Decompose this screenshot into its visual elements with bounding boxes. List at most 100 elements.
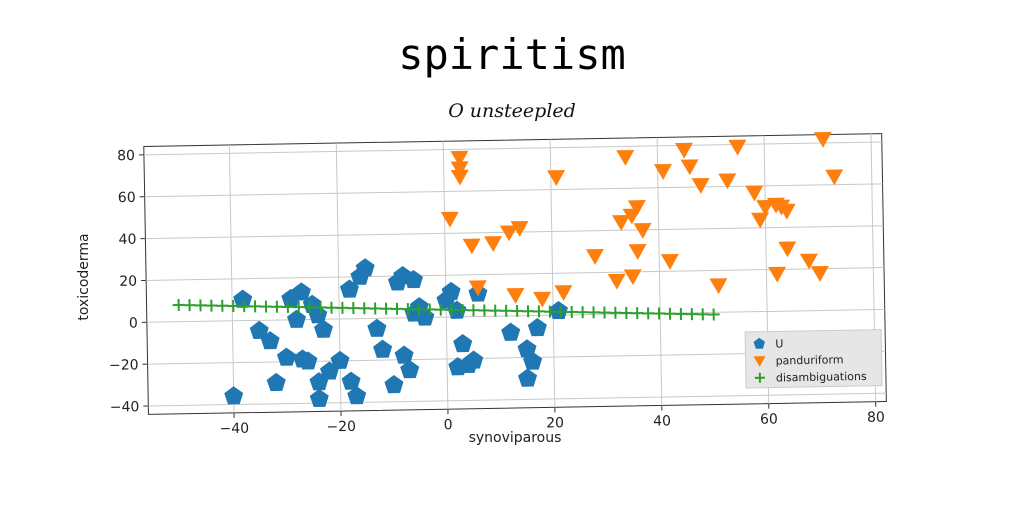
axis-ticks: −40 −20 0 20 40 60 80 −40 −20 0 20 40 60 80 [109,148,885,438]
series-panduriform [440,131,844,308]
data-point [565,305,578,319]
data-point [355,258,375,277]
data-point [813,131,832,148]
data-point [227,299,240,312]
data-point [620,306,633,319]
data-point [653,307,666,320]
y-tick-label: −40 [110,399,140,416]
data-point [533,291,552,308]
data-point [627,200,646,216]
data-point [456,304,469,317]
data-point [281,300,294,313]
data-point [183,299,196,312]
data-point [308,305,328,324]
data-point [753,337,765,349]
data-point [450,169,469,186]
legend-label: panduriform [776,353,844,367]
data-point [554,285,573,301]
data-point [172,298,185,312]
data-point [680,159,699,176]
data-point [532,305,545,318]
data-point [309,388,329,408]
data-point [341,371,361,390]
y-tick-label: 20 [119,274,137,290]
data-point [718,173,737,190]
x-tick-label: 80 [867,410,885,426]
data-point [233,289,253,308]
data-point [464,350,484,369]
data-point [266,372,286,392]
data-point [616,149,635,166]
data-point [768,266,787,283]
data-point [511,304,524,318]
data-point [587,306,600,319]
data-point [642,307,655,320]
data-point [401,303,414,316]
legend-label: U [775,337,783,350]
data-point [286,309,306,328]
x-tick-label: 20 [546,415,564,431]
data-point [753,356,766,367]
data-point [810,265,829,282]
data-point [347,386,367,405]
data-point [313,319,333,338]
data-point [330,350,350,369]
chart-subtitle: O unsteepled [448,100,576,122]
data-point [314,301,327,314]
data-point [404,269,424,289]
data-point [303,301,316,314]
data-point [499,225,518,242]
data-point [468,280,487,297]
data-point [260,331,280,350]
data-point [612,214,631,231]
data-point [728,139,747,156]
data-point [696,308,709,321]
data-point [394,345,414,364]
data-point [224,386,244,405]
data-point [249,320,269,339]
y-tick-label: 60 [118,190,136,206]
data-point [547,170,566,186]
data-point [756,199,775,216]
data-point [291,282,311,301]
x-tick-label: −40 [219,421,249,438]
data-point [685,308,698,321]
y-tick-label: −20 [109,357,139,374]
legend-label: disambiguations [776,370,867,385]
x-tick-label: 40 [653,413,671,429]
data-point [358,302,371,315]
data-point [598,306,611,319]
data-point [347,302,360,315]
data-point [522,305,535,318]
data-point [238,300,251,313]
data-point [523,351,543,370]
x-axis-label: synoviparous [469,430,562,446]
data-point [450,161,469,178]
legend-box [744,329,883,389]
data-point [478,304,491,317]
data-point [799,253,818,270]
data-point [216,299,229,312]
data-point [707,308,720,321]
grid-line-y [143,141,882,156]
data-point [292,301,305,314]
data-point [462,238,481,255]
data-point [585,248,604,265]
data-point [825,169,844,186]
grid-line-y [146,267,885,281]
data-point [554,305,567,318]
data-point [423,303,436,316]
data-point [754,372,765,383]
data-point [548,300,568,320]
data-point [691,177,710,194]
data-point [633,222,652,239]
data-point [467,304,480,317]
data-point [450,150,469,167]
data-point [709,278,728,295]
data-point [441,281,461,301]
data-point [400,360,420,379]
data-point [412,303,425,316]
data-point [663,307,677,320]
